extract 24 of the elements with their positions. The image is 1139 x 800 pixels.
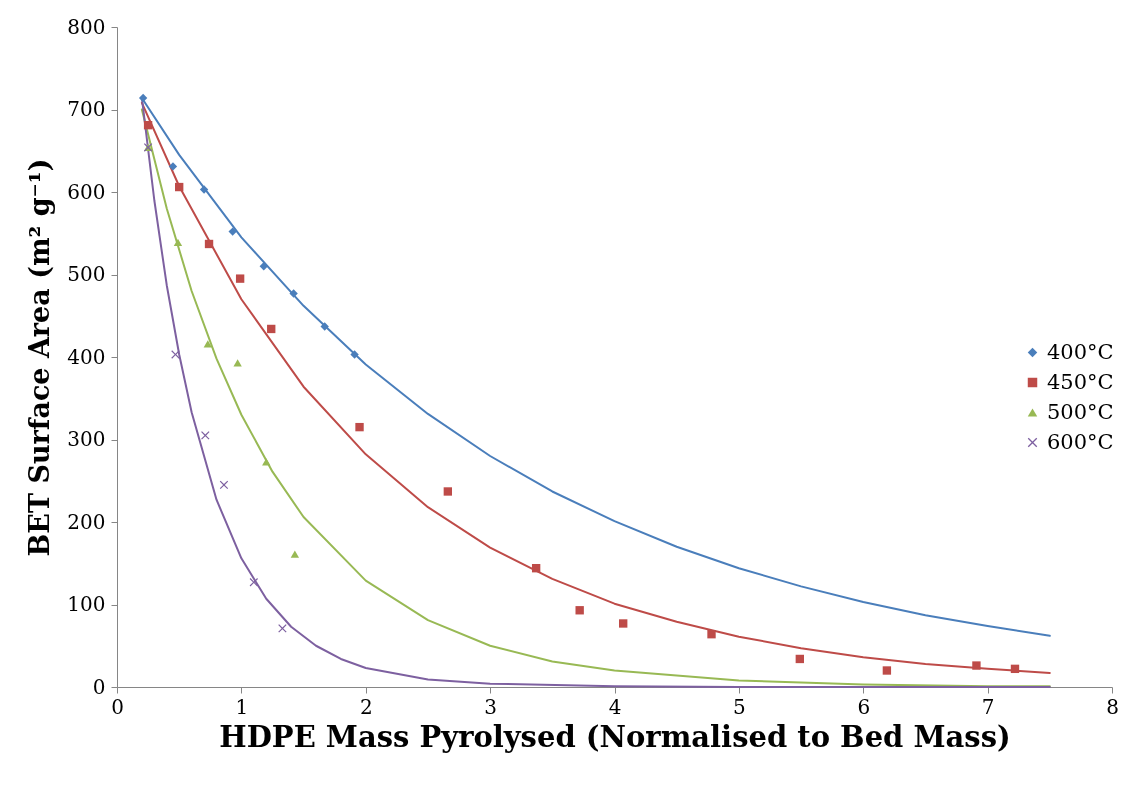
y-tick-label: 600 xyxy=(67,179,106,204)
x-tick-label: 1 xyxy=(235,694,249,719)
y-tick-label: 0 xyxy=(92,674,106,699)
legend-label: 500°C xyxy=(1047,399,1114,424)
x-tick-label: 8 xyxy=(1106,694,1119,719)
x-tick-label: 2 xyxy=(359,694,373,719)
x-tick-label: 0 xyxy=(111,694,124,719)
x-axis-title: HDPE Mass Pyrolysed (Normalised to Bed Mass) xyxy=(219,719,1011,754)
y-tick-label: 100 xyxy=(67,592,106,616)
y-tick-label: 200 xyxy=(67,509,106,534)
legend-label: 400°C xyxy=(1047,339,1114,364)
y-tick-label: 500 xyxy=(67,262,106,286)
y-tick-label: 300 xyxy=(67,427,106,451)
y-axis-title: BET Surface Area (m² g⁻¹) xyxy=(24,158,56,557)
y-tick-label: 800 xyxy=(67,14,106,39)
x-tick-label: 7 xyxy=(981,694,995,719)
x-tick-label: 4 xyxy=(608,694,622,719)
y-tick-label: 400 xyxy=(67,344,106,369)
x-tick-label: 5 xyxy=(733,694,746,719)
y-tick-label: 700 xyxy=(67,97,106,121)
x-tick-label: 6 xyxy=(857,694,871,719)
x-tick-label: 3 xyxy=(484,694,497,719)
legend-label: 600°C xyxy=(1047,429,1114,454)
legend-label: 450°C xyxy=(1047,369,1114,394)
